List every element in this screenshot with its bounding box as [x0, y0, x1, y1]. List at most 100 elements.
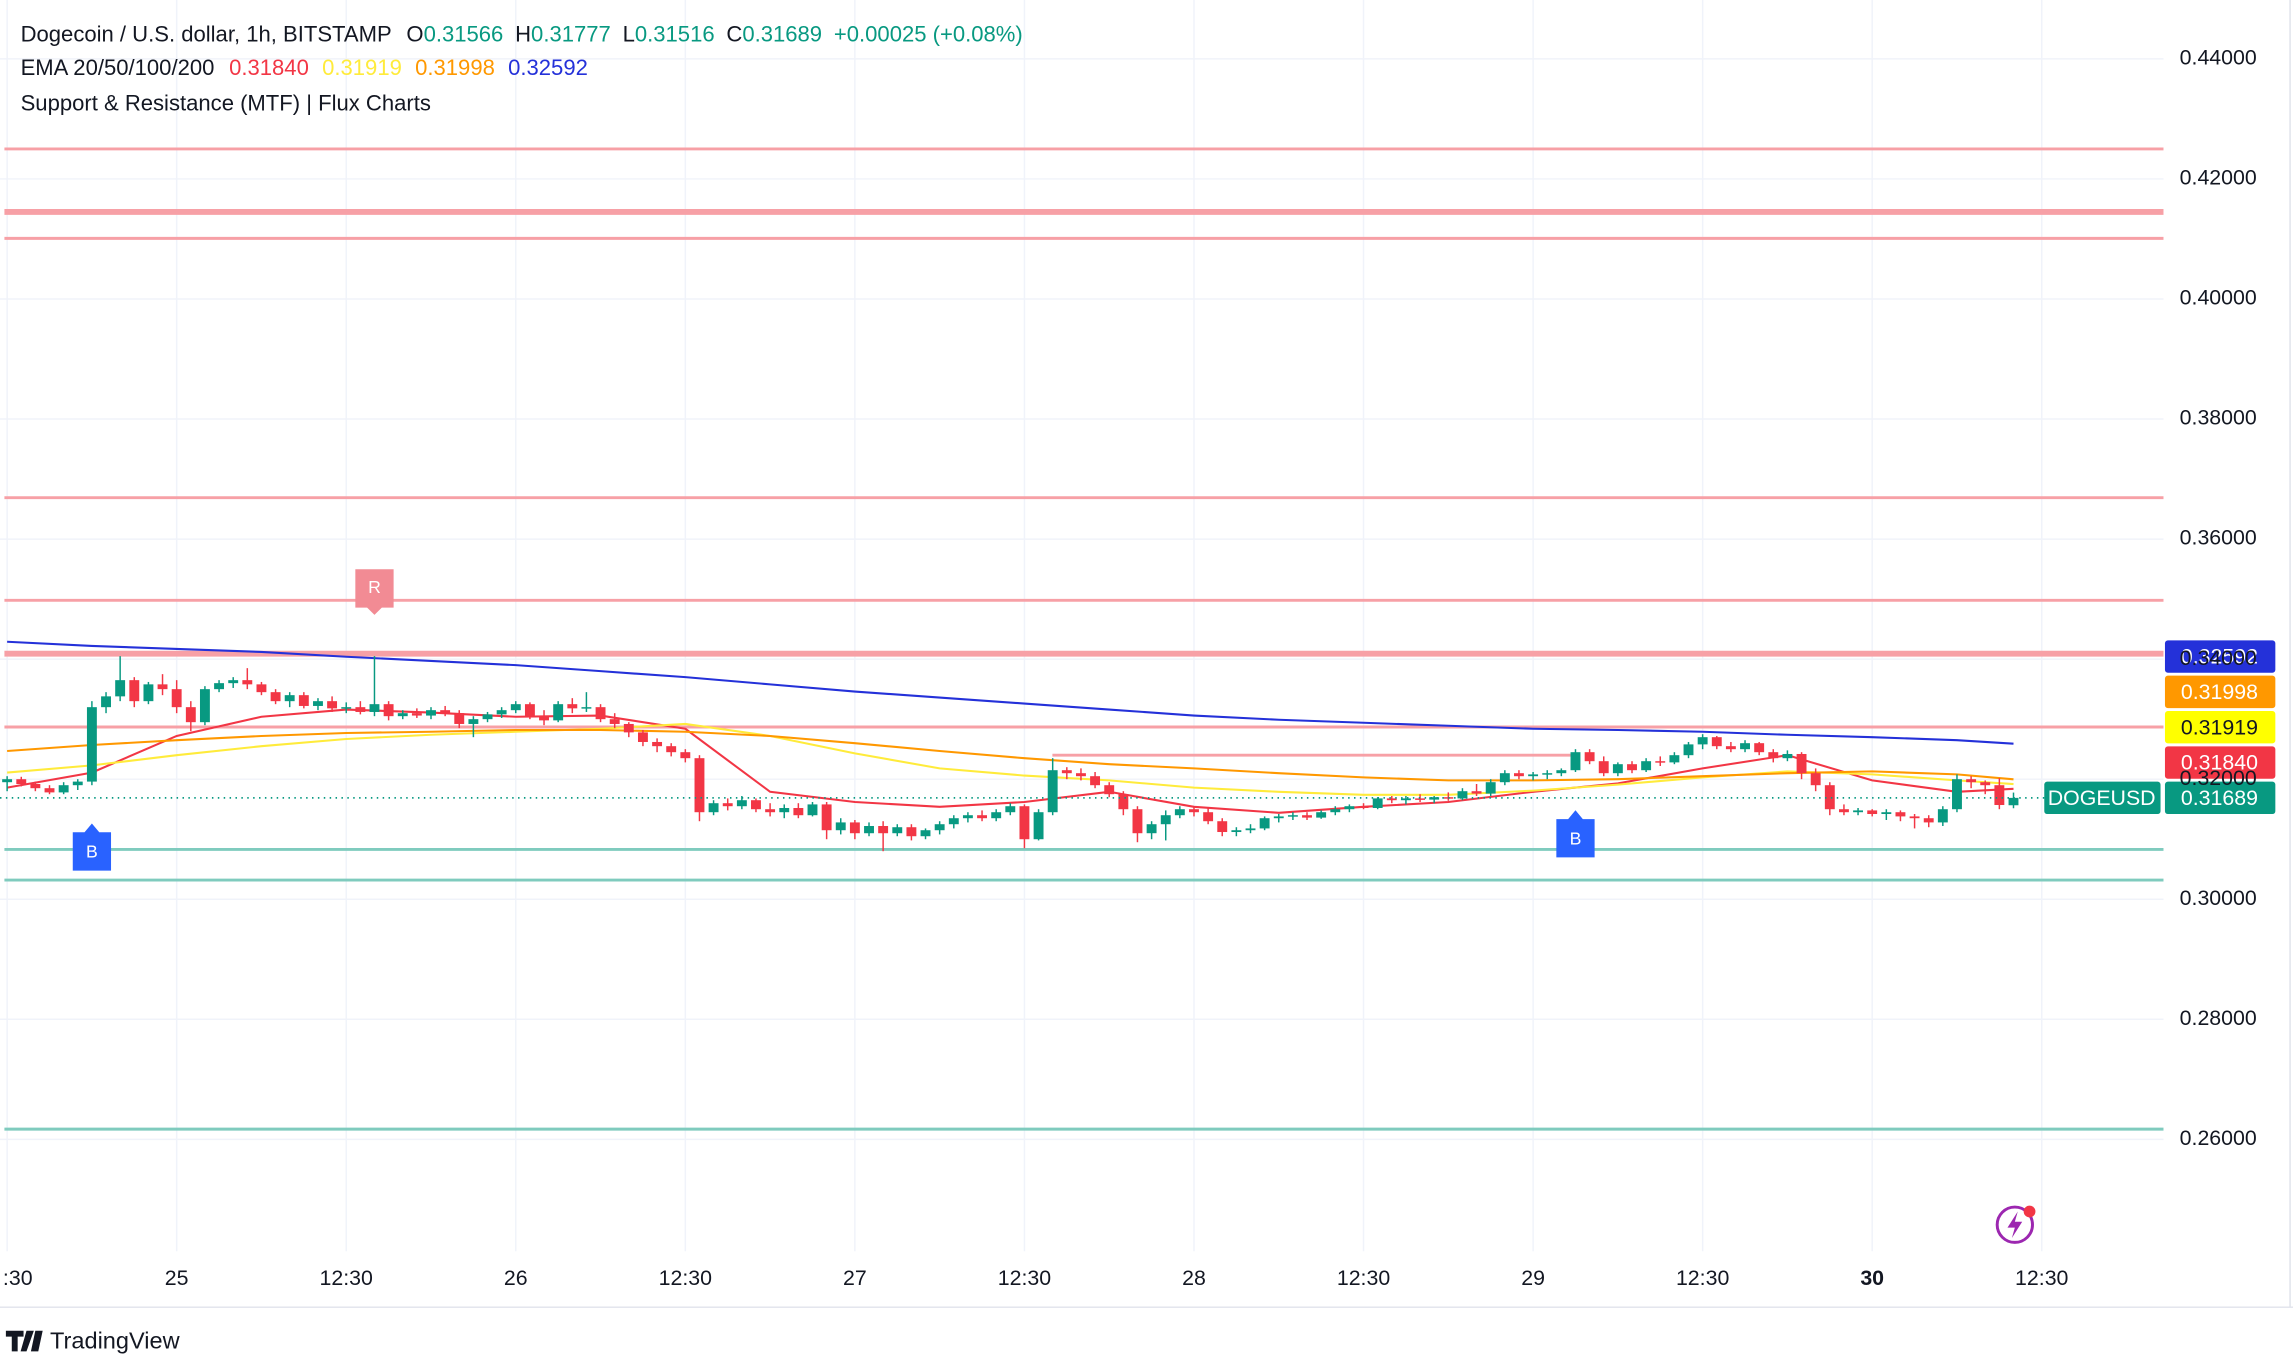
ema-value: 0.31998: [415, 55, 495, 80]
symbol: Dogecoin / U.S. dollar, 1h, BITSTAMP: [21, 21, 392, 46]
candle-body: [1867, 810, 1878, 815]
ema-value: 0.31840: [229, 55, 309, 80]
signal-badge: B: [1556, 810, 1595, 858]
candle-body: [1881, 812, 1892, 815]
candle-body: [609, 719, 620, 724]
candle-body: [355, 707, 366, 712]
alert-ring: [1995, 1205, 2034, 1244]
candle-body: [1033, 812, 1044, 840]
candle-body: [1160, 815, 1171, 825]
candle-body: [1641, 761, 1652, 771]
candle-body: [383, 704, 394, 717]
candle-body: [510, 704, 521, 711]
candle-body: [1273, 816, 1284, 819]
indicator-line: EMA 20/50/100/200 0.31840 0.31919 0.31998 0.…: [21, 55, 588, 80]
y-tick-label: 0.42000: [2180, 166, 2257, 190]
price-label-box: [2164, 675, 2276, 709]
candle-body: [2008, 797, 2019, 806]
signal-label: R: [368, 577, 381, 597]
candle-body: [1415, 798, 1426, 800]
price-label-box: [2164, 781, 2276, 815]
candle-body: [1132, 809, 1143, 834]
x-tick-label: 25: [165, 1266, 189, 1290]
candle-body: [1556, 770, 1567, 774]
candle-body: [751, 800, 761, 810]
indicator-title: EMA 20/50/100/200: [21, 55, 215, 80]
candle-body: [1725, 746, 1736, 750]
logo-mark: [5, 1330, 43, 1352]
candle-body: [411, 713, 422, 716]
x-tick-label: 30: [1860, 1266, 1884, 1290]
candle-body: [524, 704, 535, 717]
candle-body: [228, 680, 239, 684]
ema-line: [7, 640, 2014, 745]
price-label: 0.31840: [2181, 751, 2258, 775]
candle-body: [878, 826, 889, 834]
candle-body: [1909, 816, 1920, 819]
candle-body: [1146, 824, 1157, 834]
brand: TradingView: [50, 1328, 181, 1354]
candle-body: [369, 704, 380, 712]
candle-body: [115, 680, 126, 697]
signal-shape: [355, 569, 394, 615]
candle-body: [1937, 809, 1948, 823]
logo[interactable]: TradingView: [5, 1328, 181, 1354]
candle-body: [1994, 785, 2005, 806]
candle-body: [242, 680, 253, 685]
candle-body: [666, 746, 677, 753]
candle-body: [16, 779, 27, 784]
candle-body: [1330, 809, 1341, 813]
candle-body: [1287, 815, 1298, 817]
candle-body: [1019, 806, 1030, 840]
candle-body: [708, 803, 719, 813]
ohlc-label: O: [406, 21, 423, 46]
candle-body: [1952, 779, 1962, 810]
candle-body: [864, 826, 874, 834]
candle-body: [1400, 798, 1411, 801]
candle-body: [1386, 798, 1397, 801]
candle-body: [482, 714, 493, 720]
candle-body: [948, 818, 959, 825]
candle-body: [539, 716, 549, 721]
grid: [0, 0, 2164, 1252]
candle-body: [1838, 809, 1849, 813]
candle-body: [86, 707, 97, 782]
candle-body: [1104, 785, 1115, 795]
y-tick-label: 0.44000: [2180, 46, 2257, 70]
x-tick-label: :30: [3, 1266, 33, 1290]
candle-body: [270, 692, 281, 702]
candle-body: [1514, 773, 1524, 777]
candle-body: [1768, 752, 1779, 759]
candle-body: [1316, 812, 1327, 818]
candle-body: [1754, 743, 1765, 753]
candle-body: [581, 707, 592, 709]
signal-label: B: [1570, 828, 1582, 848]
alert-icon[interactable]: [1995, 1205, 2036, 1244]
ema-value: 0.32592: [508, 55, 588, 80]
y-tick-label: 0.26000: [2180, 1126, 2257, 1150]
candle-body: [1259, 818, 1270, 829]
levels: [4, 147, 2164, 1131]
candle-body: [779, 808, 790, 813]
candle-body: [1358, 806, 1369, 809]
ema-line: [7, 728, 2014, 782]
candle-body: [426, 710, 436, 716]
candle-body: [637, 732, 648, 742]
candle-body: [1810, 773, 1821, 786]
candle-body: [1655, 761, 1666, 763]
price-label: 0.31998: [2181, 680, 2258, 704]
x-tick-label: 12:30: [1676, 1266, 1730, 1290]
x-tick-label: 29: [1521, 1266, 1545, 1290]
candle-body: [793, 808, 804, 816]
candle-body: [1980, 782, 1991, 786]
candle-body: [1471, 791, 1482, 794]
candle-body: [327, 701, 338, 709]
price-label: 0.31919: [2181, 715, 2258, 739]
x-tick-label: 26: [504, 1266, 528, 1290]
signal-shape: [1556, 810, 1595, 858]
signal-badge: B: [72, 823, 112, 871]
candle-body: [72, 781, 83, 786]
candle-body: [58, 785, 69, 793]
candle-body: [298, 695, 309, 706]
